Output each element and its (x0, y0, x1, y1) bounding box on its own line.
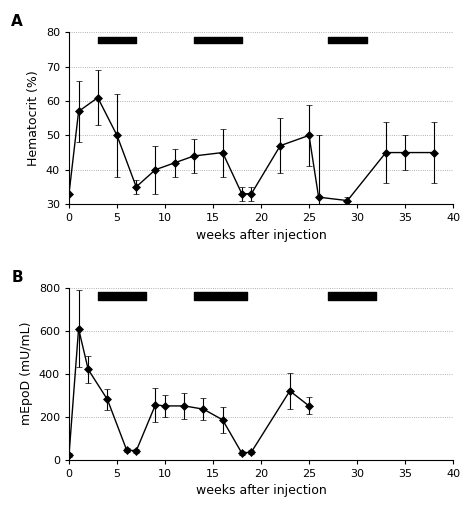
Text: B: B (11, 269, 23, 285)
Y-axis label: mEpoD (mU/mL): mEpoD (mU/mL) (20, 322, 33, 426)
Y-axis label: Hematocrit (%): Hematocrit (%) (27, 71, 40, 166)
X-axis label: weeks after injection: weeks after injection (196, 484, 327, 497)
X-axis label: weeks after injection: weeks after injection (196, 228, 327, 242)
Text: A: A (11, 14, 23, 29)
